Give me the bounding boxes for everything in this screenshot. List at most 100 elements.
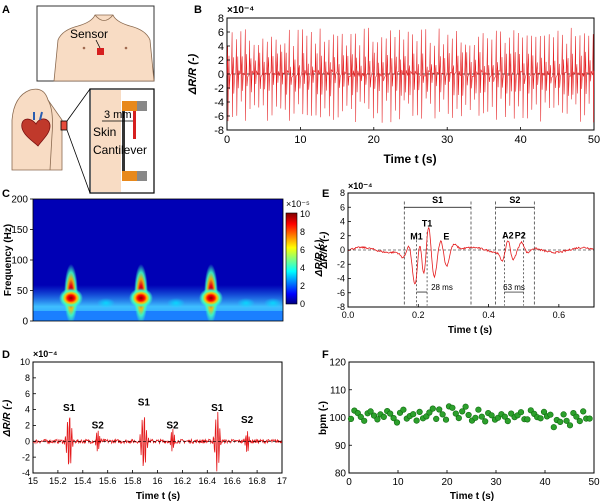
colorbar-tick-2: 2 <box>300 281 305 291</box>
panel-f-data-point <box>540 408 548 416</box>
y-tick-label: 0 <box>22 317 28 328</box>
y-tick-label: 10 <box>20 357 30 367</box>
panel-f-data-point <box>576 418 583 425</box>
panel-a-letter: A <box>2 4 10 16</box>
y-tick-label: 8 <box>218 13 224 25</box>
panel-e-annotation-t1: T1 <box>422 218 433 228</box>
panel-f-data-point <box>436 406 443 413</box>
panel-e-annotation-m1: M1 <box>410 231 423 241</box>
x-tick-label: 16.6 <box>223 476 241 486</box>
x-tick-label: 15.2 <box>49 476 67 486</box>
panel-f-data-point <box>472 414 479 421</box>
panel-f-data-point <box>357 413 364 421</box>
panel-f: F 0 10 20 30 40 50 80 90 100 110 120 bpm (-) Time … <box>318 349 600 502</box>
y-tick-label: -6 <box>337 288 345 298</box>
panel-d-letter: D <box>2 349 10 361</box>
panel-e-bracket-s1: S1 <box>432 195 443 205</box>
sensor-label: Sensor <box>70 27 108 41</box>
panel-f-data-point <box>504 418 511 425</box>
clamp-bottom-orange <box>122 171 137 181</box>
neck-line <box>94 14 114 21</box>
clamp-top-orange <box>122 101 137 111</box>
panel-f-data-point <box>566 422 574 429</box>
y-tick-label: 2 <box>25 421 30 431</box>
x-tick-label: 0 <box>346 477 352 488</box>
panel-d-annotation-s1: S1 <box>211 403 224 414</box>
panel-f-data-point <box>393 419 401 426</box>
panel-f-data-point <box>482 418 489 425</box>
colorbar-tick-10: 10 <box>300 209 310 219</box>
panel-f-data-point <box>537 415 544 422</box>
spectrogram-secondary-blob <box>167 298 185 308</box>
panel-d-annotation-s1: S1 <box>63 403 76 414</box>
x-tick-label: 15 <box>28 476 38 486</box>
left-nipple <box>82 46 86 50</box>
panel-b-signal-line <box>226 27 595 123</box>
skin-layer <box>91 90 121 192</box>
panel-f-data-point <box>361 417 368 424</box>
x-tick-label: 40 <box>539 477 551 488</box>
colorbar <box>285 212 298 305</box>
panel-f-data-point <box>426 409 433 416</box>
panel-f-data-point <box>550 424 557 431</box>
panel-f-data-point <box>563 417 570 424</box>
panel-f-data-point <box>478 413 485 420</box>
panel-f-data-point <box>547 411 554 418</box>
panel-f-data-point <box>370 412 378 419</box>
y-tick-label: -2 <box>214 83 224 95</box>
panel-f-data-point <box>557 418 564 426</box>
panel-f-data-point <box>475 406 482 413</box>
panel-b-exponent: ×10⁻⁴ <box>227 5 254 16</box>
right-nipple <box>124 46 128 50</box>
sensor-location-marker <box>60 120 68 131</box>
arm-outline <box>47 99 53 171</box>
panel-e-letter: E <box>322 188 329 200</box>
zoom-line-bottom <box>66 129 91 194</box>
sensor-patch <box>97 48 104 55</box>
panel-e: E ×10⁻⁴ S1 S2 0.0 0.2 0.4 0.6 -8 -6 -4 -2 0 2 4 6 8 M… <box>319 181 595 336</box>
panel-f-data-point <box>580 408 587 415</box>
panel-e-bracket-s2: S2 <box>509 195 520 205</box>
y-tick-label: 6 <box>340 202 345 212</box>
y-tick-label: 110 <box>330 385 346 396</box>
panel-c-ylabel: Frequency (Hz) <box>3 224 14 296</box>
panel-f-data-point <box>465 411 472 419</box>
y-tick-label: -2 <box>22 452 30 462</box>
zoom-line-top <box>66 88 91 122</box>
y-tick-label: 100 <box>11 256 28 267</box>
sensor-pointer <box>95 39 101 49</box>
y-tick-label: 200 <box>11 195 28 206</box>
panel-f-data-point <box>380 413 387 421</box>
panel-f-data-point <box>433 415 440 423</box>
panel-f-data-point <box>517 409 525 416</box>
y-tick-label: -4 <box>22 468 30 478</box>
panel-f-data-point <box>560 411 567 418</box>
x-tick-label: 10 <box>294 134 306 146</box>
y-tick-label: 90 <box>335 441 347 452</box>
panel-b-ylabel: ΔR/R (-) <box>187 53 199 95</box>
x-tick-label: 0.6 <box>553 310 566 320</box>
frame-bar <box>122 111 125 171</box>
panel-f-data-point <box>586 415 593 422</box>
x-tick-label: 16.2 <box>174 476 192 486</box>
y-tick-label: -4 <box>214 97 224 109</box>
x-tick-label: 15.4 <box>74 476 92 486</box>
y-tick-label: 150 <box>11 225 28 236</box>
y-tick-label: 120 <box>329 358 346 369</box>
spectrogram-hotspot <box>129 288 153 308</box>
panel-d-signal-line <box>32 411 282 472</box>
panel-e-annotation-e: E <box>443 231 449 241</box>
panel-e-ylabel: ΔR/R (-) <box>319 231 330 269</box>
cantilever-label: Cantilever <box>93 143 147 157</box>
y-tick-label: 0 <box>340 245 345 255</box>
panel-f-data-point <box>449 404 456 411</box>
y-tick-label: 6 <box>25 389 30 399</box>
spectrogram-hotspot <box>199 288 223 308</box>
panel-f-data-point <box>429 405 436 412</box>
panel-f-data-point <box>455 415 462 422</box>
panel-a: A Sensor 3 mm Skin Cantilever <box>2 4 155 194</box>
y-tick-label: 4 <box>340 217 345 227</box>
y-tick-label: 8 <box>340 188 345 198</box>
colorbar-tick-6: 6 <box>300 245 305 255</box>
y-tick-label: -6 <box>214 111 224 123</box>
